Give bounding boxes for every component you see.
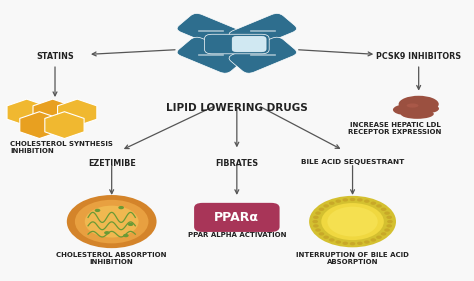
Circle shape	[319, 208, 324, 211]
Polygon shape	[7, 99, 46, 126]
Circle shape	[67, 195, 156, 248]
Circle shape	[123, 234, 128, 237]
Text: EZETIMIBE: EZETIMIBE	[88, 159, 136, 168]
Circle shape	[75, 200, 148, 243]
Polygon shape	[45, 112, 84, 139]
Circle shape	[350, 242, 356, 245]
Circle shape	[328, 207, 378, 237]
Circle shape	[371, 238, 376, 242]
Circle shape	[95, 209, 100, 212]
Circle shape	[336, 200, 341, 203]
Ellipse shape	[399, 96, 439, 112]
Circle shape	[315, 211, 321, 215]
Circle shape	[323, 235, 329, 239]
Text: INCREASE HEPATIC LDL
RECEPTOR EXPRESSION: INCREASE HEPATIC LDL RECEPTOR EXPRESSION	[348, 122, 442, 135]
Circle shape	[381, 232, 386, 235]
Circle shape	[315, 228, 321, 232]
Circle shape	[364, 200, 370, 203]
Circle shape	[319, 232, 324, 235]
Circle shape	[323, 204, 329, 208]
Circle shape	[342, 242, 348, 245]
Circle shape	[364, 240, 370, 244]
FancyBboxPatch shape	[177, 37, 245, 73]
Circle shape	[384, 228, 390, 232]
Circle shape	[118, 206, 124, 209]
Circle shape	[312, 220, 318, 223]
Text: LIPID LOWERING DRUGS: LIPID LOWERING DRUGS	[166, 103, 308, 113]
Circle shape	[357, 198, 363, 201]
FancyBboxPatch shape	[204, 34, 269, 54]
FancyBboxPatch shape	[232, 36, 266, 52]
Text: PPARα: PPARα	[214, 211, 259, 224]
Text: CHOLESTEROL ABSORPTION
INHIBITION: CHOLESTEROL ABSORPTION INHIBITION	[56, 252, 167, 265]
Polygon shape	[20, 112, 59, 139]
Circle shape	[376, 235, 382, 239]
Circle shape	[336, 240, 341, 244]
Circle shape	[313, 224, 319, 228]
Circle shape	[321, 203, 384, 240]
Ellipse shape	[420, 105, 439, 113]
Ellipse shape	[407, 103, 419, 108]
Circle shape	[128, 223, 133, 226]
Circle shape	[350, 198, 356, 201]
Text: PPAR ALPHA ACTIVATION: PPAR ALPHA ACTIVATION	[188, 232, 286, 239]
Polygon shape	[33, 99, 72, 126]
FancyBboxPatch shape	[194, 203, 280, 232]
FancyBboxPatch shape	[229, 37, 297, 73]
FancyBboxPatch shape	[177, 13, 245, 49]
Circle shape	[309, 196, 396, 247]
Circle shape	[342, 198, 348, 201]
Text: FIBRATES: FIBRATES	[215, 159, 258, 168]
Circle shape	[371, 201, 376, 205]
Circle shape	[104, 231, 110, 234]
Circle shape	[381, 208, 386, 211]
Circle shape	[386, 224, 392, 228]
Circle shape	[85, 206, 138, 237]
Text: PCSK9 INHIBITORS: PCSK9 INHIBITORS	[376, 52, 461, 61]
Circle shape	[386, 216, 392, 219]
Circle shape	[313, 216, 319, 219]
Circle shape	[357, 242, 363, 245]
FancyBboxPatch shape	[229, 13, 297, 49]
Circle shape	[329, 238, 335, 242]
Ellipse shape	[401, 109, 434, 119]
Circle shape	[387, 220, 393, 223]
Text: BILE ACID SEQUESTRANT: BILE ACID SEQUESTRANT	[301, 159, 404, 165]
Ellipse shape	[393, 105, 419, 115]
Text: INTERRUPTION OF BILE ACID
ABSORPTION: INTERRUPTION OF BILE ACID ABSORPTION	[296, 251, 409, 264]
Circle shape	[384, 211, 390, 215]
Circle shape	[329, 201, 335, 205]
Circle shape	[376, 204, 382, 208]
Text: STATINS: STATINS	[36, 52, 74, 61]
Text: CHOLESTEROL SYNTHESIS
INHIBITION: CHOLESTEROL SYNTHESIS INHIBITION	[10, 140, 113, 153]
Polygon shape	[57, 99, 97, 126]
